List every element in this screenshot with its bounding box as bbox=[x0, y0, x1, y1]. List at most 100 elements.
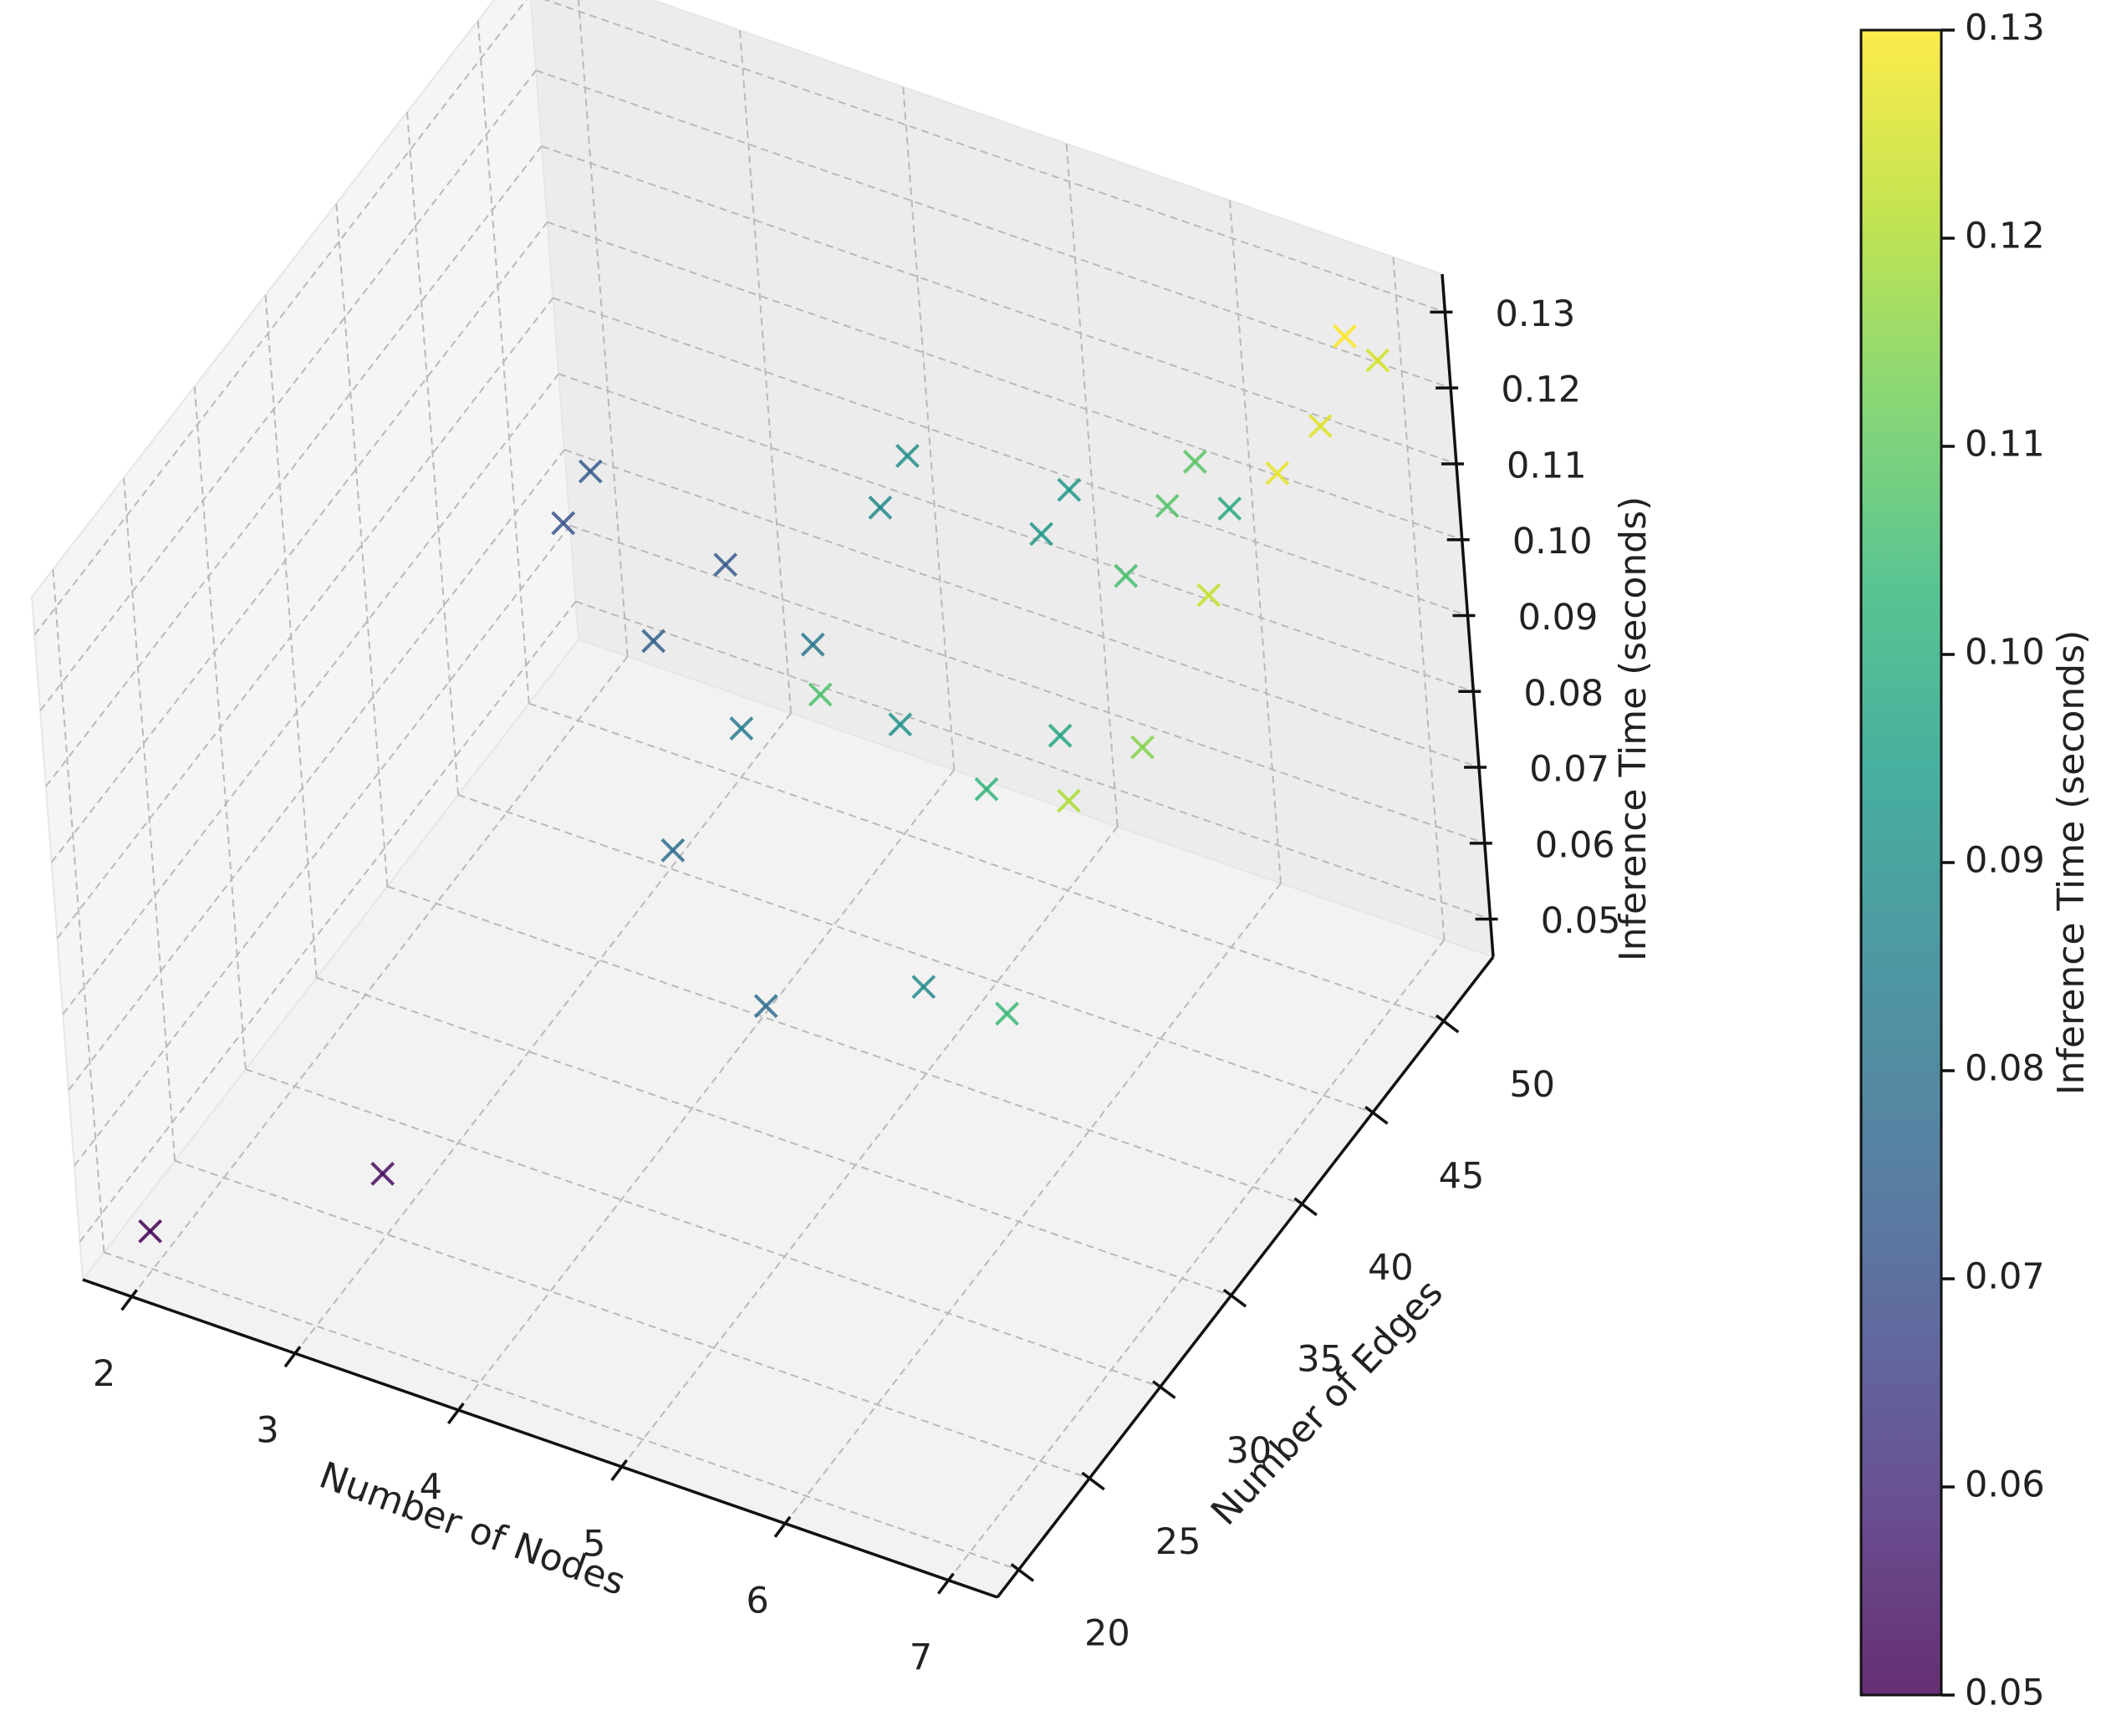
data-point-stroke-b bbox=[911, 975, 936, 1000]
y-grid-floor bbox=[174, 1159, 1090, 1479]
colorbar-tick-label: 0.05 bbox=[1965, 1672, 2045, 1714]
z-grid-left bbox=[62, 373, 560, 1015]
data-point bbox=[370, 1161, 395, 1186]
z-grid-left bbox=[33, 0, 528, 636]
x-grid-floor bbox=[130, 655, 629, 1298]
colorbar-tick-label: 0.08 bbox=[1965, 1048, 2045, 1090]
colorbar-tick-label: 0.09 bbox=[1965, 840, 2045, 882]
z-tick-label: 0.09 bbox=[1518, 597, 1599, 639]
x-tick bbox=[936, 1572, 955, 1595]
data-point bbox=[1196, 583, 1221, 608]
data-point bbox=[753, 994, 778, 1019]
data-point-stroke-b bbox=[370, 1161, 395, 1186]
y-tick bbox=[1151, 1380, 1176, 1399]
x-tick-label: 6 bbox=[746, 1580, 768, 1621]
z-tick-label: 0.11 bbox=[1507, 445, 1587, 486]
z-grid-left bbox=[45, 145, 543, 787]
z-grid-back bbox=[547, 221, 1463, 541]
y-grid-floor bbox=[104, 1251, 1019, 1571]
data-point bbox=[868, 495, 893, 520]
data-point-stroke-b bbox=[1308, 414, 1333, 439]
z-grid-left bbox=[39, 69, 537, 711]
tick-labels: 234567202530354045500.050.060.070.080.09… bbox=[93, 293, 1621, 1678]
z-grid-back bbox=[569, 524, 1486, 844]
data-point bbox=[1029, 522, 1053, 547]
z-grid-back bbox=[553, 297, 1468, 617]
data-point bbox=[1182, 449, 1207, 474]
data-point-stroke-b bbox=[888, 712, 913, 737]
data-point bbox=[1057, 477, 1082, 502]
z-grid-back bbox=[541, 145, 1457, 465]
data-point bbox=[641, 629, 666, 654]
data-point bbox=[1048, 723, 1073, 748]
x-tick-label: 4 bbox=[420, 1467, 442, 1509]
x-tick bbox=[610, 1459, 629, 1481]
data-point-stroke-b bbox=[1057, 477, 1082, 502]
data-point-stroke-b bbox=[713, 552, 738, 578]
x-axis-line bbox=[82, 1278, 998, 1599]
data-point bbox=[895, 443, 920, 468]
y-tick-label: 40 bbox=[1368, 1247, 1414, 1289]
data-point bbox=[551, 511, 576, 536]
y-axis-label: Number of Edges bbox=[1203, 1271, 1451, 1533]
data-point-stroke-b bbox=[578, 459, 603, 484]
z-grid-left bbox=[74, 525, 571, 1167]
y-tick-label: 30 bbox=[1226, 1430, 1272, 1472]
data-point bbox=[1333, 323, 1357, 349]
x-grid-floor bbox=[294, 712, 792, 1354]
data-point bbox=[1308, 414, 1333, 439]
y-grid-floor bbox=[528, 702, 1445, 1022]
y-grid-left bbox=[123, 477, 176, 1161]
z-grid-back bbox=[575, 600, 1491, 920]
data-point bbox=[1217, 496, 1242, 521]
data-markers bbox=[138, 323, 1390, 1244]
y-tick-label: 50 bbox=[1509, 1064, 1555, 1106]
y-grid-floor bbox=[316, 976, 1232, 1296]
data-point bbox=[1114, 563, 1139, 588]
data-point bbox=[1056, 788, 1081, 813]
x-tick bbox=[283, 1346, 302, 1368]
data-point bbox=[1365, 348, 1390, 373]
colorbar-tick-label: 0.06 bbox=[1965, 1464, 2045, 1506]
axis-ticks bbox=[120, 310, 1498, 1595]
y-grid-left bbox=[52, 569, 105, 1253]
y-tick bbox=[1222, 1288, 1247, 1308]
data-point bbox=[800, 632, 825, 657]
data-point bbox=[729, 716, 754, 741]
data-point-stroke-b bbox=[800, 632, 825, 657]
data-point bbox=[138, 1219, 163, 1244]
x-grid-floor bbox=[620, 826, 1119, 1468]
y-tick bbox=[1081, 1471, 1105, 1491]
colorbar-tick-label: 0.12 bbox=[1965, 216, 2045, 257]
colorbar-label: Inference Time (seconds) bbox=[2050, 630, 2093, 1096]
z-tick-label: 0.06 bbox=[1535, 824, 1615, 866]
x-tick-label: 2 bbox=[93, 1353, 115, 1395]
y-grid-floor bbox=[245, 1068, 1161, 1388]
y-tick bbox=[1364, 1106, 1389, 1125]
data-point-stroke-b bbox=[1114, 563, 1139, 588]
data-point-stroke-b bbox=[729, 716, 754, 741]
data-point-stroke-b bbox=[641, 629, 666, 654]
data-point bbox=[1155, 493, 1180, 518]
data-point-stroke-b bbox=[1056, 788, 1081, 813]
data-point bbox=[808, 682, 833, 707]
z-tick-label: 0.12 bbox=[1501, 369, 1581, 411]
x-grid-floor bbox=[784, 883, 1282, 1525]
data-point-stroke-b bbox=[1130, 735, 1155, 760]
z-grid-left bbox=[56, 297, 554, 939]
y-grid-left bbox=[406, 111, 459, 796]
data-point-stroke-b bbox=[1217, 496, 1242, 521]
z-grid-left bbox=[68, 449, 565, 1091]
colorbar-tick-label: 0.13 bbox=[1965, 8, 2045, 49]
data-point-stroke-b bbox=[895, 443, 920, 468]
data-point-stroke-b bbox=[1333, 323, 1357, 349]
x-grid-back bbox=[739, 30, 792, 714]
z-grid-back bbox=[558, 373, 1474, 693]
axis-panes bbox=[30, 0, 1495, 1599]
z-axis-label: Inference Time (seconds) bbox=[1612, 496, 1655, 962]
z-tick-label: 0.13 bbox=[1496, 293, 1576, 335]
colorbar-tick-label: 0.11 bbox=[1965, 424, 2045, 466]
z-tick-label: 0.07 bbox=[1529, 749, 1609, 791]
data-point bbox=[995, 1001, 1019, 1026]
data-point-stroke-b bbox=[1155, 493, 1180, 518]
